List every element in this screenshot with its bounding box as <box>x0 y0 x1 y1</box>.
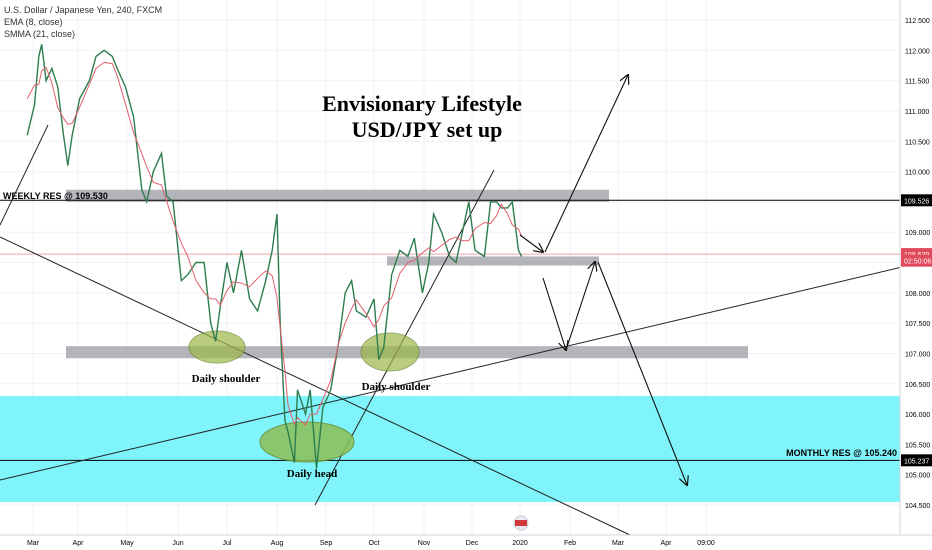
arrow-up-target <box>544 75 628 253</box>
y-tick-label: 112.500 <box>905 18 930 25</box>
x-tick-label: Mar <box>612 540 625 547</box>
x-tick-label: Jun <box>172 540 183 547</box>
price-tag-bg <box>901 254 932 267</box>
arrow-retest-up <box>565 262 595 351</box>
y-tick-label: 106.000 <box>905 412 930 419</box>
monthly-zone <box>0 395 900 502</box>
y-tick-label: 104.500 <box>905 503 930 510</box>
left-shoulder-label: Daily shoulder <box>192 373 261 385</box>
y-tick-label: 110.000 <box>905 170 930 177</box>
y-tick-label: 105.500 <box>905 442 930 449</box>
trendline-up <box>0 259 932 481</box>
indicator-ema: EMA (8, close) <box>4 17 63 27</box>
price-tag-label: 109.526 <box>904 198 929 205</box>
y-tick-label: 111.000 <box>905 109 929 116</box>
heading-line2: USD/JPY set up <box>352 117 503 142</box>
y-tick-label: 107.500 <box>905 321 930 328</box>
x-tick-label: Apr <box>73 540 85 547</box>
price-series-line <box>26 44 523 469</box>
support-box <box>387 256 599 266</box>
right-shoulder-ellipse <box>360 332 420 372</box>
event-flag-stripe <box>515 520 527 526</box>
y-tick-label: 108.000 <box>905 291 930 298</box>
weekly-res-label: WEEKLY RES @ 109.530 <box>3 191 108 201</box>
right-shoulder-label: Daily shoulder <box>362 381 431 393</box>
y-tick-label: 109.000 <box>905 230 930 237</box>
price-tag-bg <box>901 194 932 207</box>
x-tick-label: Sep <box>320 540 333 547</box>
trendline-down <box>0 236 631 536</box>
y-tick-label: 107.000 <box>905 351 930 358</box>
y-tick-label: 105.000 <box>905 473 930 480</box>
chart-legend: U.S. Dollar / Japanese Yen, 240, FXCM EM… <box>4 4 162 40</box>
indicator-smma: SMMA (21, close) <box>4 29 76 39</box>
y-tick-label: 106.500 <box>905 382 930 389</box>
x-tick-label: Oct <box>369 540 380 547</box>
y-tick-label: 110.500 <box>905 139 930 146</box>
x-tick-label: Mar <box>27 540 40 547</box>
monthly-res-label: MONTHLY RES @ 105.240 <box>786 448 897 458</box>
weekly-res-box <box>66 189 609 202</box>
x-tick-label: Aug <box>271 540 284 547</box>
smma-line <box>26 61 523 426</box>
x-tick-label: Feb <box>564 540 576 547</box>
arrow-short-down <box>519 234 543 252</box>
price-tag-bg <box>901 454 932 467</box>
time-axis-bg <box>0 535 932 550</box>
heading-line1: Envisionary Lifestyle <box>322 91 522 116</box>
y-tick-label: 112.000 <box>905 48 930 55</box>
symbol-title: U.S. Dollar / Japanese Yen, 240, FXCM <box>4 5 163 15</box>
y-tick-label: 111.500 <box>905 79 929 86</box>
head-label: Daily head <box>287 468 337 480</box>
price-tag-label: 02:50:06 <box>904 259 931 266</box>
arrow-down-to-neckline <box>542 277 566 350</box>
x-tick-label: Nov <box>418 540 431 547</box>
x-tick-label: Apr <box>661 540 673 547</box>
x-tick-label: 09:00 <box>697 540 715 547</box>
x-tick-label: Dec <box>466 540 479 547</box>
price-tag-label: 105.237 <box>904 458 929 465</box>
head-ellipse <box>259 421 355 463</box>
arrow-down-target <box>597 261 687 485</box>
x-tick-label: Jul <box>223 540 232 547</box>
trendline-left <box>0 124 49 226</box>
x-tick-label: May <box>120 540 134 547</box>
x-tick-label: 2020 <box>512 540 528 547</box>
